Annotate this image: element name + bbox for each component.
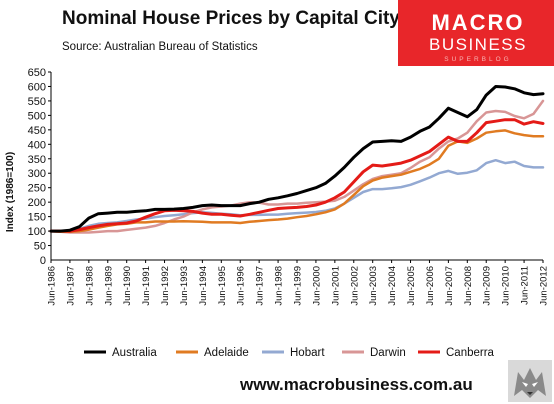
x-tick-label: Jun-1997 bbox=[255, 266, 266, 306]
y-tick-label: 550 bbox=[28, 96, 46, 108]
y-tick-label: 100 bbox=[28, 226, 46, 238]
y-tick-label: 300 bbox=[28, 168, 46, 180]
x-tick-label: Jun-2010 bbox=[501, 266, 512, 306]
x-tick-label: Jun-2006 bbox=[425, 266, 436, 306]
x-tick-label: Jun-1986 bbox=[47, 266, 58, 306]
x-tick-label: Jun-1996 bbox=[236, 266, 247, 306]
x-tick-label: Jun-1993 bbox=[179, 266, 190, 306]
x-tick-label: Jun-1990 bbox=[122, 266, 133, 306]
x-tick-label: Jun-2012 bbox=[539, 266, 550, 306]
x-tick-label: Jun-2002 bbox=[349, 266, 360, 306]
y-tick-label: 400 bbox=[28, 139, 46, 151]
x-tick-label: Jun-2007 bbox=[444, 266, 455, 306]
y-axis-label: Index (1986=100) bbox=[5, 152, 16, 232]
x-tick-label: Jun-1989 bbox=[103, 266, 114, 306]
x-tick-label: Jun-2009 bbox=[482, 266, 493, 306]
series-line-canberra bbox=[49, 118, 545, 233]
logo-line1: MACRO bbox=[431, 10, 524, 35]
legend-label-darwin: Darwin bbox=[370, 347, 406, 359]
legend: Australia Adelaide Hobart Darwin Canberra bbox=[84, 347, 495, 359]
x-tick-label: Jun-1991 bbox=[141, 266, 152, 306]
series-line-hobart bbox=[49, 158, 545, 233]
x-tick-label: Jun-1999 bbox=[293, 266, 304, 306]
series-line-australia bbox=[49, 85, 545, 233]
x-tick-label: Jun-1992 bbox=[160, 266, 171, 306]
legend-label-hobart: Hobart bbox=[290, 347, 325, 359]
y-tick-label: 0 bbox=[40, 255, 46, 267]
legend-label-australia: Australia bbox=[112, 347, 157, 359]
chart-title: Nominal House Prices by Capital City bbox=[62, 8, 400, 29]
x-tick-label: Jun-1987 bbox=[65, 266, 76, 306]
series-line-darwin bbox=[49, 99, 545, 234]
series-line-adelaide bbox=[49, 129, 545, 233]
y-tick-label: 650 bbox=[28, 67, 46, 79]
legend-label-canberra: Canberra bbox=[446, 347, 495, 359]
x-tick-label: Jun-2005 bbox=[406, 266, 417, 306]
y-tick-label: 250 bbox=[28, 183, 46, 195]
x-tick-label: Jun-1998 bbox=[274, 266, 285, 306]
x-tick-label: Jun-1994 bbox=[198, 266, 209, 306]
x-tick-label: Jun-2003 bbox=[368, 266, 379, 306]
legend-label-adelaide: Adelaide bbox=[204, 347, 249, 359]
x-tick-label: Jun-1995 bbox=[217, 266, 228, 306]
x-tick-label: Jun-2011 bbox=[520, 266, 531, 305]
x-axis: Jun-1986 Jun-1987 Jun-1988 Jun-1989 Jun-1990… bbox=[47, 259, 550, 306]
y-tick-label: 450 bbox=[28, 125, 46, 137]
y-tick-label: 150 bbox=[28, 212, 46, 224]
logo-line3: SUPERBLOG bbox=[444, 56, 511, 63]
macrobusiness-logo: MACRO BUSINESS SUPERBLOG bbox=[398, 0, 554, 66]
y-tick-label: 350 bbox=[28, 154, 46, 166]
plot-area bbox=[49, 85, 545, 234]
y-tick-label: 500 bbox=[28, 110, 46, 122]
chart-source: Source: Australian Bureau of Statistics bbox=[62, 41, 258, 53]
x-tick-label: Jun-2001 bbox=[330, 266, 341, 306]
logo-line2: BUSINESS bbox=[429, 35, 527, 54]
y-tick-label: 50 bbox=[34, 241, 46, 253]
y-tick-label: 200 bbox=[28, 197, 46, 209]
line-chart: Index (1986=100) 0 50 100 150 200 250 300 350 40… bbox=[5, 67, 550, 359]
logo-background bbox=[398, 0, 554, 66]
y-tick-label: 600 bbox=[28, 81, 46, 93]
y-axis: 0 50 100 150 200 250 300 350 400 450 500 550 600 650 bbox=[28, 67, 52, 267]
x-tick-label: Jun-2008 bbox=[463, 266, 474, 306]
wolf-logo-icon bbox=[508, 360, 552, 402]
x-tick-label: Jun-2000 bbox=[311, 266, 322, 306]
website-url[interactable]: www.macrobusiness.com.au bbox=[240, 375, 473, 394]
x-tick-label: Jun-2004 bbox=[387, 266, 398, 306]
x-tick-label: Jun-1988 bbox=[84, 266, 95, 306]
